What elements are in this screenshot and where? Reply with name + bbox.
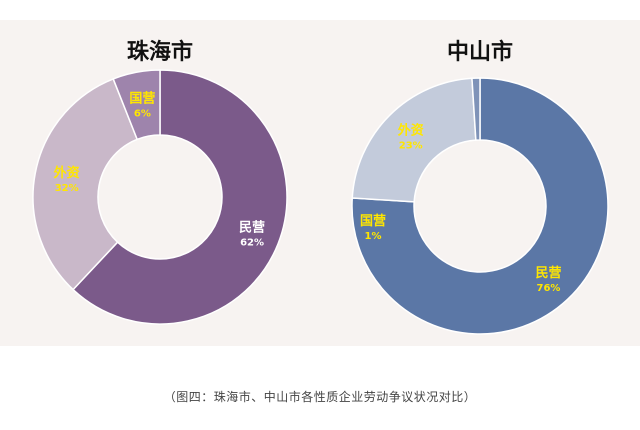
chart-title-zhongshan: 中山市	[446, 40, 513, 65]
slice-value-label: 1%	[365, 231, 382, 242]
slice-value-label: 6%	[134, 109, 151, 120]
zhuhai-label-foreign: 外资 32%	[53, 165, 80, 194]
slice-category-label: 国营	[360, 213, 386, 229]
zhuhai-donut-chart: 民营 62% 外资 32% 国营 6%	[32, 69, 288, 325]
slice-value-label: 32%	[55, 183, 79, 194]
slice-category-label: 国营	[129, 91, 155, 107]
zhuhai-label-private: 民营 62%	[239, 219, 265, 248]
zhongshan-label-state: 国营 1%	[360, 213, 386, 242]
zhongshan-slice-foreign	[351, 77, 477, 203]
slice-category-label: 外资	[397, 123, 424, 139]
chart-title-zhuhai: 珠海市	[126, 40, 193, 65]
zhongshan-donut-panel: 民营 76% 外资 23% 国营 1% 中山市	[320, 20, 640, 346]
zhuhai-donut-panel: 民营 62% 外资 32% 国营 6% 珠海市	[0, 20, 320, 346]
zhongshan-slice-state	[471, 77, 481, 141]
slice-category-label: 民营	[239, 219, 265, 235]
zhuhai-slice-private	[72, 69, 288, 325]
zhongshan-slice-private	[351, 77, 609, 335]
zhuhai-slice-state	[112, 69, 161, 141]
zhongshan-label-private: 民营 76%	[535, 265, 561, 294]
figure-caption: （图四：珠海市、中山市各性质企业劳动争议状况对比）	[163, 390, 477, 404]
zhongshan-donut-chart: 民营 76% 外资 23% 国营 1%	[351, 77, 609, 335]
slice-category-label: 民营	[535, 265, 561, 281]
zhuhai-slice-foreign	[32, 77, 139, 291]
zhuhai-label-state: 国营 6%	[129, 91, 155, 120]
slice-category-label: 外资	[53, 165, 80, 181]
slice-value-label: 76%	[536, 283, 560, 294]
slice-value-label: 23%	[399, 141, 423, 152]
slice-value-label: 62%	[240, 237, 264, 248]
zhongshan-label-foreign: 外资 23%	[397, 123, 424, 152]
